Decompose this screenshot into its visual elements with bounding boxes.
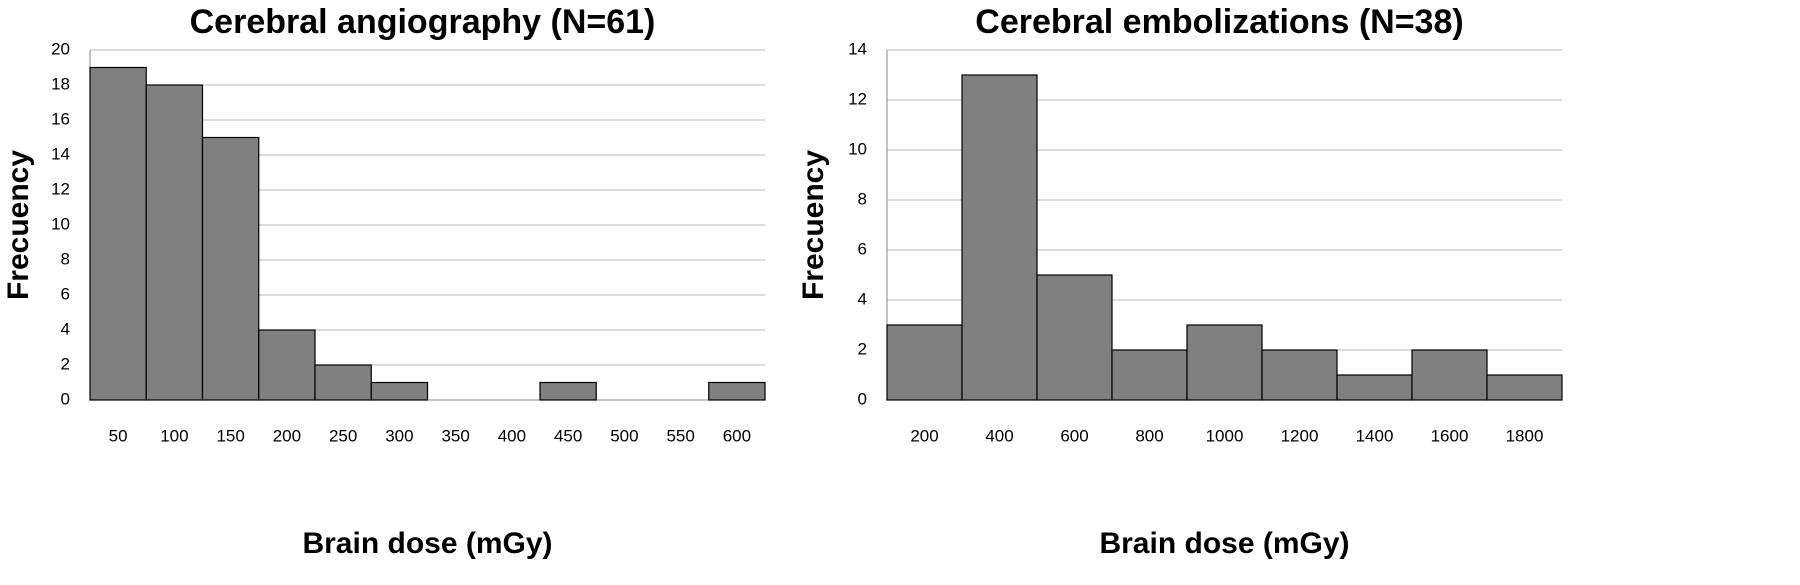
bar <box>145 84 204 401</box>
x-tick-label: 150 <box>216 426 244 445</box>
x-tick-label: 350 <box>441 426 469 445</box>
y-tick-label: 14 <box>848 39 867 58</box>
y-tick-label: 2 <box>858 339 867 358</box>
x-tick-label: 200 <box>273 426 301 445</box>
bar <box>539 381 597 401</box>
bar <box>961 74 1038 401</box>
x-tick-label: 600 <box>1060 426 1088 445</box>
y-tick-label: 10 <box>51 214 70 233</box>
x-tick-label: 400 <box>985 426 1013 445</box>
x-tick-label: 600 <box>723 426 751 445</box>
x-tick-label: 1000 <box>1206 426 1244 445</box>
bar <box>886 324 963 401</box>
x-tick-label: 1200 <box>1281 426 1319 445</box>
bar <box>1111 349 1188 401</box>
y-tick-label: 0 <box>858 389 867 408</box>
x-tick-label: 500 <box>610 426 638 445</box>
x-tick-label: 1800 <box>1506 426 1544 445</box>
y-axis-label: Frecuency <box>2 150 35 300</box>
bar <box>314 364 372 401</box>
y-tick-label: 0 <box>61 389 70 408</box>
x-tick-label: 1600 <box>1431 426 1469 445</box>
x-tick-label: 450 <box>554 426 582 445</box>
y-tick-label: 18 <box>51 74 70 93</box>
y-tick-label: 10 <box>848 139 867 158</box>
bar <box>1486 374 1563 401</box>
y-tick-label: 4 <box>61 319 70 338</box>
x-tick-label: 50 <box>109 426 128 445</box>
y-tick-label: 16 <box>51 109 70 128</box>
bar <box>1036 274 1113 401</box>
bar <box>89 66 147 401</box>
chart-title: Cerebral embolizations (N=38) <box>975 3 1463 41</box>
y-tick-label: 4 <box>858 289 867 308</box>
x-tick-label: 300 <box>385 426 413 445</box>
y-tick-label: 2 <box>61 354 70 373</box>
y-tick-label: 8 <box>858 189 867 208</box>
x-tick-label: 550 <box>666 426 694 445</box>
y-tick-label: 20 <box>51 39 70 58</box>
y-tick-label: 6 <box>61 284 70 303</box>
x-axis-label: Brain dose (mGy) <box>1099 527 1349 560</box>
y-tick-label: 6 <box>858 239 867 258</box>
bar <box>1336 374 1413 401</box>
bar <box>201 136 260 401</box>
bar <box>1411 349 1488 401</box>
y-tick-label: 14 <box>51 144 70 163</box>
bar <box>1261 349 1338 401</box>
x-tick-label: 200 <box>910 426 938 445</box>
bar <box>708 381 766 401</box>
y-axis-label: Frecuency <box>797 150 830 300</box>
y-tick-label: 12 <box>51 179 70 198</box>
x-tick-label: 800 <box>1135 426 1163 445</box>
bar <box>258 329 316 401</box>
y-tick-label: 12 <box>848 89 867 108</box>
y-tick-label: 8 <box>61 249 70 268</box>
x-tick-label: 250 <box>329 426 357 445</box>
chart-title: Cerebral angiography (N=61) <box>190 3 656 41</box>
x-axis-label: Brain dose (mGy) <box>302 527 552 560</box>
x-tick-label: 1400 <box>1356 426 1394 445</box>
bar <box>370 381 429 401</box>
bar <box>1186 324 1263 401</box>
x-tick-label: 400 <box>498 426 526 445</box>
x-tick-label: 100 <box>160 426 188 445</box>
